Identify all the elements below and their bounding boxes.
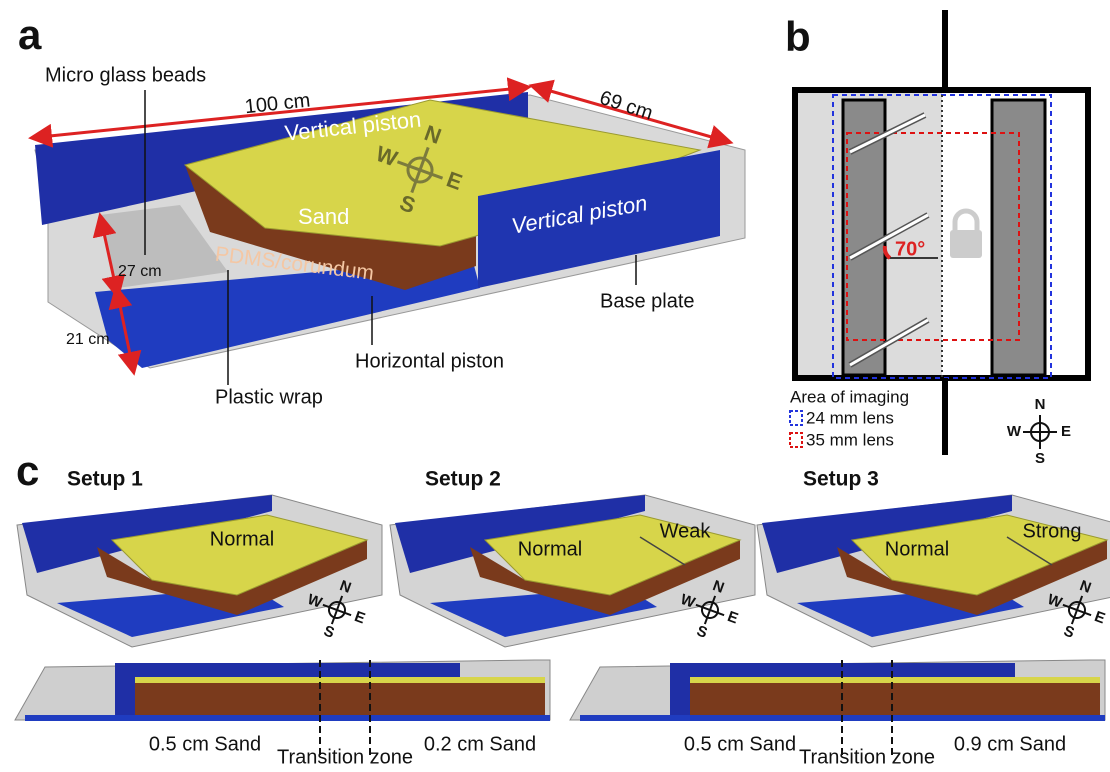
section-label: 0.5 cm Sand (684, 733, 796, 755)
compass-e: E (352, 608, 367, 627)
legend-swatch (790, 433, 802, 447)
compass-e: E (1092, 608, 1107, 627)
model (757, 495, 1110, 647)
angle-label: 70° (895, 238, 925, 260)
setup-title: Setup 3 (803, 468, 879, 491)
compass-s: S (1061, 622, 1076, 641)
setup-title: Setup 1 (67, 468, 143, 491)
zone-label: Normal (518, 538, 582, 560)
cross-section: 0.5 cm Sand Transition zone 0.2 cm Sand (15, 660, 550, 767)
legend-title: Area of imaging (790, 387, 909, 406)
zone-label: Strong (1023, 520, 1082, 542)
label: Horizontal piston (355, 350, 504, 372)
section-label: Transition zone (277, 746, 413, 767)
compass-s: S (321, 622, 336, 641)
piston (843, 100, 885, 375)
figure: a Micro glass beads 100 cm 69 cm Vertica… (0, 0, 1110, 767)
setup-title: Setup 2 (425, 468, 501, 491)
compass: N S W E (1007, 396, 1071, 467)
label: Base plate (600, 290, 695, 312)
compass-e: E (725, 608, 740, 627)
compass-s: S (694, 622, 709, 641)
section-label: 0.9 cm Sand (954, 733, 1066, 755)
section (15, 660, 550, 721)
compass-e: E (1061, 423, 1071, 440)
label: 100 cm (244, 89, 312, 118)
label: 27 cm (118, 263, 162, 280)
section-label: Transition zone (799, 746, 935, 767)
legend-label: 24 mm lens (806, 408, 894, 427)
section (570, 660, 1105, 721)
legend-label: 35 mm lens (806, 430, 894, 449)
section-label: 0.5 cm Sand (149, 733, 261, 755)
label: Sand (298, 204, 349, 229)
label: Micro glass beads (45, 64, 206, 86)
zone-label: Normal (210, 528, 274, 550)
compass-n: N (1035, 396, 1046, 413)
panel-letter: a (18, 11, 42, 58)
label: Plastic wrap (215, 386, 323, 408)
compass-s: S (1035, 450, 1045, 467)
panel-letter: b (785, 13, 811, 60)
label: 21 cm (66, 331, 110, 348)
zone-label: Weak (660, 520, 712, 542)
legend-swatch (790, 411, 802, 425)
zone-label: Normal (885, 538, 949, 560)
panel-letter: c (16, 447, 39, 494)
compass-w: W (1007, 423, 1022, 440)
section-label: 0.2 cm Sand (424, 733, 536, 755)
